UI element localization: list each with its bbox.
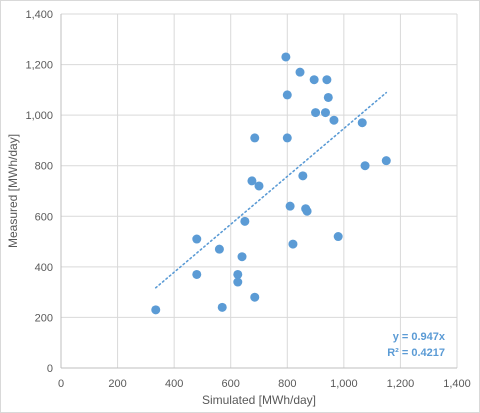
data-point [329,115,339,125]
data-point [214,244,224,254]
y-axis-title: Measured [MWh/day] [6,134,20,248]
data-point [237,252,247,262]
x-axis-title: Simulated [MWh/day] [202,393,316,407]
data-point [381,156,391,166]
data-point [285,201,295,211]
y-axis-tick-labels: 0 200 400 600 800 1,000 1,200 1,400 [25,9,53,375]
data-point [281,52,291,62]
x-tick-label: 1,000 [330,378,358,390]
data-point [309,75,319,85]
y-tick-label: 600 [35,211,53,223]
data-point [250,292,260,302]
data-point [282,90,292,100]
data-point [295,67,305,77]
data-point [217,302,227,312]
y-tick-label: 1,000 [25,110,53,122]
data-point [151,305,161,315]
data-point [333,232,343,242]
data-points [151,52,391,315]
data-point [302,206,312,216]
y-tick-label: 400 [35,262,53,274]
x-tick-label: 400 [165,378,183,390]
trendline-r-squared: R² = 0.4217 [387,347,445,359]
x-tick-label: 200 [108,378,126,390]
data-point [322,75,332,85]
data-point [240,216,250,226]
trendline-equation: y = 0.947x [393,331,446,343]
data-point [192,269,202,279]
y-tick-label: 1,400 [25,9,53,21]
data-point [298,171,308,181]
data-point [250,133,260,143]
data-point [233,277,243,287]
data-point [247,176,257,186]
trendline-group [154,91,388,289]
trendline [154,91,388,289]
y-tick-label: 800 [35,161,53,173]
x-tick-label: 1,200 [387,378,415,390]
y-tick-label: 0 [47,363,53,375]
data-point [282,133,292,143]
axes [60,14,457,369]
data-point [311,108,321,118]
data-point [192,234,202,244]
data-point [320,108,330,118]
x-tick-label: 800 [278,378,296,390]
data-point [233,269,243,279]
x-tick-label: 1,400 [443,378,471,390]
gridlines [60,13,458,369]
data-point [357,118,367,128]
data-point [254,181,264,191]
x-tick-label: 0 [58,378,64,390]
y-tick-label: 200 [35,312,53,324]
y-tick-label: 1,200 [25,60,53,72]
x-tick-label: 600 [222,378,240,390]
data-point [360,161,370,171]
data-point [288,239,298,249]
data-point [323,92,333,102]
x-axis-tick-labels: 0 200 400 600 800 1,000 1,200 1,400 [58,378,471,390]
